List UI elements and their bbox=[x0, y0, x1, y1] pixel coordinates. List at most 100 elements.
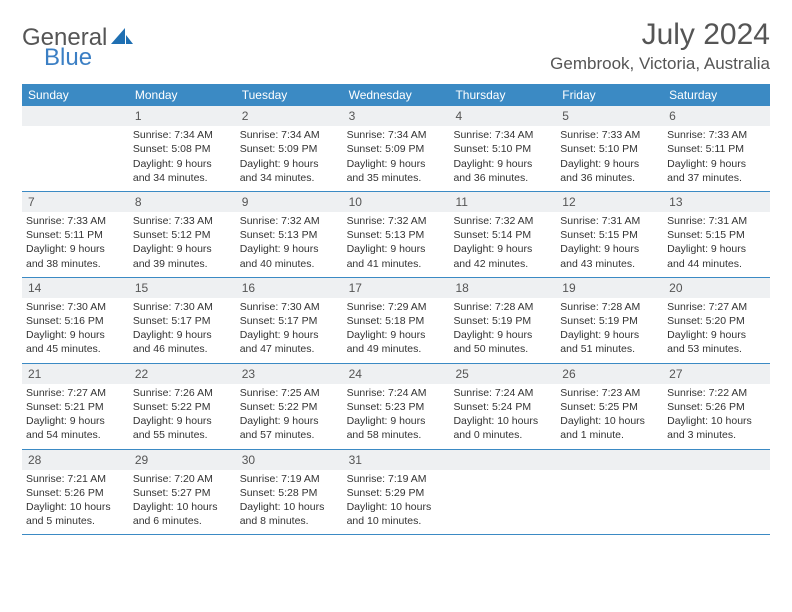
day-number: 2 bbox=[236, 106, 343, 126]
day-cell: 24Sunrise: 7:24 AMSunset: 5:23 PMDayligh… bbox=[343, 364, 450, 449]
day-line: Sunset: 5:26 PM bbox=[667, 400, 766, 414]
day-body: Sunrise: 7:29 AMSunset: 5:18 PMDaylight:… bbox=[343, 298, 450, 363]
day-number bbox=[449, 450, 556, 470]
day-body: Sunrise: 7:34 AMSunset: 5:09 PMDaylight:… bbox=[343, 126, 450, 191]
day-line: Sunrise: 7:27 AM bbox=[26, 386, 125, 400]
day-cell bbox=[663, 450, 770, 535]
day-line: Sunrise: 7:33 AM bbox=[667, 128, 766, 142]
day-line: Daylight: 9 hours bbox=[26, 328, 125, 342]
day-line: Sunset: 5:27 PM bbox=[133, 486, 232, 500]
day-line: Daylight: 9 hours bbox=[240, 157, 339, 171]
day-number: 12 bbox=[556, 192, 663, 212]
day-cell: 28Sunrise: 7:21 AMSunset: 5:26 PMDayligh… bbox=[22, 450, 129, 535]
day-line: and 36 minutes. bbox=[453, 171, 552, 185]
day-line: Sunset: 5:21 PM bbox=[26, 400, 125, 414]
day-cell: 23Sunrise: 7:25 AMSunset: 5:22 PMDayligh… bbox=[236, 364, 343, 449]
day-line: Sunset: 5:19 PM bbox=[560, 314, 659, 328]
day-line: Sunset: 5:16 PM bbox=[26, 314, 125, 328]
day-line: Sunrise: 7:28 AM bbox=[560, 300, 659, 314]
day-number: 21 bbox=[22, 364, 129, 384]
day-line: Sunset: 5:20 PM bbox=[667, 314, 766, 328]
day-line: and 34 minutes. bbox=[133, 171, 232, 185]
day-line: and 58 minutes. bbox=[347, 428, 446, 442]
day-line: Sunrise: 7:34 AM bbox=[133, 128, 232, 142]
day-number: 15 bbox=[129, 278, 236, 298]
day-cell: 27Sunrise: 7:22 AMSunset: 5:26 PMDayligh… bbox=[663, 364, 770, 449]
day-line: and 47 minutes. bbox=[240, 342, 339, 356]
day-line: Daylight: 9 hours bbox=[133, 328, 232, 342]
header: General Blue July 2024 Gembrook, Victori… bbox=[22, 18, 770, 74]
day-body bbox=[22, 126, 129, 134]
day-number: 11 bbox=[449, 192, 556, 212]
day-line: Daylight: 9 hours bbox=[453, 328, 552, 342]
day-line: Sunset: 5:22 PM bbox=[240, 400, 339, 414]
day-body: Sunrise: 7:30 AMSunset: 5:17 PMDaylight:… bbox=[129, 298, 236, 363]
day-body: Sunrise: 7:33 AMSunset: 5:11 PMDaylight:… bbox=[663, 126, 770, 191]
day-line: Sunrise: 7:31 AM bbox=[667, 214, 766, 228]
day-line: Sunrise: 7:21 AM bbox=[26, 472, 125, 486]
day-line: Sunrise: 7:22 AM bbox=[667, 386, 766, 400]
day-body: Sunrise: 7:28 AMSunset: 5:19 PMDaylight:… bbox=[449, 298, 556, 363]
day-line: Sunrise: 7:33 AM bbox=[133, 214, 232, 228]
day-body: Sunrise: 7:34 AMSunset: 5:10 PMDaylight:… bbox=[449, 126, 556, 191]
day-line: and 3 minutes. bbox=[667, 428, 766, 442]
day-line: Daylight: 9 hours bbox=[26, 414, 125, 428]
day-number: 3 bbox=[343, 106, 450, 126]
day-line: Sunset: 5:17 PM bbox=[133, 314, 232, 328]
day-body: Sunrise: 7:30 AMSunset: 5:16 PMDaylight:… bbox=[22, 298, 129, 363]
day-line: Daylight: 9 hours bbox=[453, 242, 552, 256]
day-number: 4 bbox=[449, 106, 556, 126]
day-line: Daylight: 9 hours bbox=[133, 242, 232, 256]
day-line: Sunset: 5:28 PM bbox=[240, 486, 339, 500]
day-body: Sunrise: 7:33 AMSunset: 5:11 PMDaylight:… bbox=[22, 212, 129, 277]
day-line: Sunrise: 7:34 AM bbox=[347, 128, 446, 142]
day-cell: 3Sunrise: 7:34 AMSunset: 5:09 PMDaylight… bbox=[343, 106, 450, 191]
day-line: Sunrise: 7:27 AM bbox=[667, 300, 766, 314]
day-line: Daylight: 10 hours bbox=[560, 414, 659, 428]
day-line: and 41 minutes. bbox=[347, 257, 446, 271]
day-line: Daylight: 9 hours bbox=[133, 414, 232, 428]
day-line: and 45 minutes. bbox=[26, 342, 125, 356]
day-body: Sunrise: 7:22 AMSunset: 5:26 PMDaylight:… bbox=[663, 384, 770, 449]
day-line: Sunset: 5:10 PM bbox=[560, 142, 659, 156]
day-line: Daylight: 10 hours bbox=[26, 500, 125, 514]
weekday-header: Friday bbox=[556, 84, 663, 106]
day-line: and 54 minutes. bbox=[26, 428, 125, 442]
day-cell: 13Sunrise: 7:31 AMSunset: 5:15 PMDayligh… bbox=[663, 192, 770, 277]
week-row: 1Sunrise: 7:34 AMSunset: 5:08 PMDaylight… bbox=[22, 106, 770, 192]
day-cell: 22Sunrise: 7:26 AMSunset: 5:22 PMDayligh… bbox=[129, 364, 236, 449]
day-cell: 17Sunrise: 7:29 AMSunset: 5:18 PMDayligh… bbox=[343, 278, 450, 363]
day-number bbox=[663, 450, 770, 470]
day-body: Sunrise: 7:32 AMSunset: 5:14 PMDaylight:… bbox=[449, 212, 556, 277]
day-number: 30 bbox=[236, 450, 343, 470]
day-body: Sunrise: 7:19 AMSunset: 5:29 PMDaylight:… bbox=[343, 470, 450, 535]
day-line: and 55 minutes. bbox=[133, 428, 232, 442]
day-line: Daylight: 10 hours bbox=[133, 500, 232, 514]
day-line: Daylight: 9 hours bbox=[240, 414, 339, 428]
day-line: Daylight: 9 hours bbox=[240, 242, 339, 256]
day-body: Sunrise: 7:33 AMSunset: 5:12 PMDaylight:… bbox=[129, 212, 236, 277]
day-body: Sunrise: 7:31 AMSunset: 5:15 PMDaylight:… bbox=[556, 212, 663, 277]
day-body: Sunrise: 7:33 AMSunset: 5:10 PMDaylight:… bbox=[556, 126, 663, 191]
day-number: 18 bbox=[449, 278, 556, 298]
day-number: 13 bbox=[663, 192, 770, 212]
day-body: Sunrise: 7:24 AMSunset: 5:24 PMDaylight:… bbox=[449, 384, 556, 449]
day-line: Sunrise: 7:30 AM bbox=[240, 300, 339, 314]
day-number: 23 bbox=[236, 364, 343, 384]
day-line: Daylight: 9 hours bbox=[26, 242, 125, 256]
day-line: Sunset: 5:09 PM bbox=[240, 142, 339, 156]
day-body: Sunrise: 7:21 AMSunset: 5:26 PMDaylight:… bbox=[22, 470, 129, 535]
day-cell: 16Sunrise: 7:30 AMSunset: 5:17 PMDayligh… bbox=[236, 278, 343, 363]
day-line: Sunset: 5:09 PM bbox=[347, 142, 446, 156]
day-cell: 30Sunrise: 7:19 AMSunset: 5:28 PMDayligh… bbox=[236, 450, 343, 535]
day-line: and 40 minutes. bbox=[240, 257, 339, 271]
day-line: Daylight: 9 hours bbox=[560, 157, 659, 171]
day-line: Sunrise: 7:33 AM bbox=[26, 214, 125, 228]
day-line: and 46 minutes. bbox=[133, 342, 232, 356]
day-line: Sunset: 5:10 PM bbox=[453, 142, 552, 156]
day-line: Daylight: 10 hours bbox=[667, 414, 766, 428]
day-line: Daylight: 9 hours bbox=[133, 157, 232, 171]
day-line: Sunset: 5:19 PM bbox=[453, 314, 552, 328]
day-line: Sunset: 5:13 PM bbox=[347, 228, 446, 242]
day-line: and 36 minutes. bbox=[560, 171, 659, 185]
